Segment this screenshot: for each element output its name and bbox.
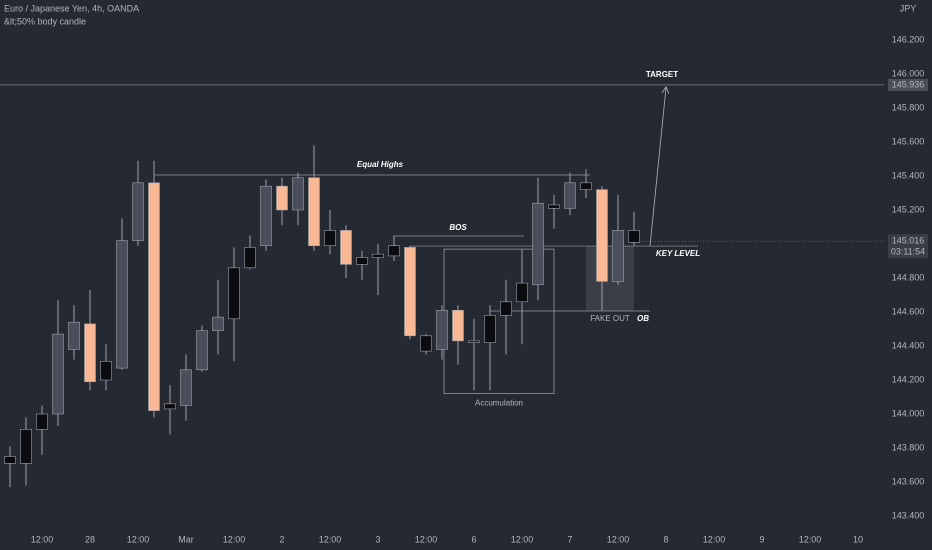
target-label: TARGET [646,70,678,79]
candle-body [388,245,400,257]
candle-body [100,360,112,381]
x-tick-label: 12:00 [703,534,726,544]
candle-body [500,301,512,316]
candle-body [20,428,32,464]
candle-body [420,335,432,352]
x-tick-label: 12:00 [799,534,822,544]
fake-out-label: FAKE OUT [590,314,630,323]
arrow-head [661,86,670,95]
y-tick-label: 144.800 [892,272,925,282]
x-tick-label: 12:00 [223,534,246,544]
current-price-box [888,234,928,259]
ob-label: OB [637,314,649,323]
x-tick-label: 8 [663,534,668,544]
candle-body [532,202,544,286]
candle-body [548,204,560,209]
candle-body [372,253,384,258]
y-tick-label: 146.200 [892,34,925,44]
target-price-label: 145.936 [892,79,925,89]
candle-body [116,240,128,369]
candle-body [36,413,48,430]
candle-body [340,230,352,265]
equal-highs-label: Equal Highs [357,160,404,169]
candle-body [228,267,240,320]
x-tick-label: 10 [853,534,863,544]
x-tick-label: 6 [471,534,476,544]
candle-body [564,182,576,209]
x-tick-label: 12:00 [415,534,438,544]
x-tick-label: 12:00 [127,534,150,544]
candle-body [196,330,208,371]
countdown-label: 03:11:54 [891,247,925,257]
candle-body [324,230,336,246]
chart-title: Euro / Japanese Yen, 4h, OANDA [4,3,139,13]
target-arrow [649,87,667,247]
candle-body [68,321,80,350]
y-tick-label: 144.200 [892,374,925,384]
x-tick-label: 7 [567,534,572,544]
candle-body [148,182,160,411]
x-tick-label: 28 [85,534,95,544]
y-tick-label: 143.600 [892,476,925,486]
y-tick-label: 146.000 [892,68,925,78]
y-tick-label: 144.000 [892,408,925,418]
x-tick-label: 9 [759,534,764,544]
y-tick-label: 145.600 [892,136,925,146]
x-tick-label: 12:00 [511,534,534,544]
candle-body [436,309,448,350]
accumulation-label: Accumulation [475,399,523,408]
candle-body [468,340,480,343]
candle-body [164,403,176,410]
y-tick-label: 143.400 [892,510,925,520]
candle-body [580,182,592,190]
y-tick-label: 145.200 [892,204,925,214]
candle-body [452,309,464,342]
x-tick-label: 12:00 [31,534,54,544]
indicator-label: &lt;50% body candle [4,16,86,26]
x-tick-label: 12:00 [319,534,342,544]
y-tick-label: 143.800 [892,442,925,452]
candle-body [308,177,320,246]
y-tick-label: 144.400 [892,340,925,350]
candle-body [628,230,640,243]
candle-body [52,333,64,415]
key-level-label: KEY LEVEL [656,249,700,258]
candle-body [4,456,16,464]
x-tick-label: 2 [279,534,284,544]
candle-body [180,369,192,406]
x-tick-label: Mar [178,534,194,544]
y-tick-label: 145.800 [892,102,925,112]
currency-label: JPY [900,3,917,13]
candle-body [84,323,96,382]
candle-body [356,257,368,265]
y-tick-label: 144.600 [892,306,925,316]
candle-body [244,247,256,269]
fake-out-zone [586,246,634,311]
candle-body [612,230,624,282]
x-tick-label: 3 [375,534,380,544]
target-price-box [888,78,928,91]
candle-body [276,185,288,211]
candle-body [292,177,304,211]
candle-body [596,189,608,282]
candle-body [404,247,416,337]
candle-body [516,282,528,303]
candle-body [484,315,496,343]
bos-label: BOS [449,223,467,232]
candle-body [260,185,272,246]
x-tick-label: 12:00 [607,534,630,544]
candle-body [132,182,144,241]
y-tick-label: 145.400 [892,170,925,180]
current-price-label: 145.016 [892,236,925,246]
candle-body [212,316,224,332]
